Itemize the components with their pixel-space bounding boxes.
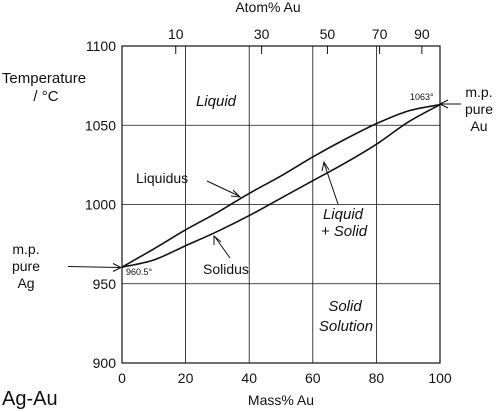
arrow-liquidus-head: [230, 189, 242, 198]
region-two-phase-label-2: + Solid: [321, 223, 368, 240]
y-tick-label: 900: [93, 355, 117, 371]
arrow-mp-au-head: [438, 99, 449, 109]
arrow-solidus: [214, 236, 231, 259]
arrow-mp-ag: [67, 266, 121, 268]
chart-title: Ag-Au: [2, 388, 58, 410]
liquidus-label: Liquidus: [136, 170, 188, 186]
region-two-phase-label-1: Liquid: [323, 206, 364, 223]
mp-ag-line1: m.p.: [12, 241, 39, 257]
mp-au-line3: Au: [470, 118, 487, 134]
mp-au-line1: m.p.: [465, 84, 492, 100]
top-tick-label: 90: [414, 26, 430, 42]
region-liquid-label: Liquid: [196, 93, 237, 110]
x-tick-label: 0: [118, 370, 126, 386]
x-tick-label: 40: [241, 370, 257, 386]
axis-ticks: 0 20 40 60 80 100 900 950 1000 1050 1100 10 30 50 70 90: [85, 26, 452, 386]
arrows: [67, 99, 461, 272]
y-tick-label: 950: [93, 276, 117, 292]
y-tick-label: 1100: [86, 38, 116, 54]
arrow-mp-ag-head: [112, 263, 123, 272]
arrow-two-phase-head: [321, 160, 330, 172]
region-solid-label-1: Solid: [328, 298, 362, 315]
top-axis-label: Atom% Au: [235, 0, 300, 15]
liquidus-curve: [121, 103, 441, 268]
top-tick-label: 10: [168, 26, 184, 42]
top-tick-label: 30: [254, 26, 270, 42]
melt-point-au-label: 1063°: [410, 92, 434, 102]
phase-curves: [121, 103, 441, 268]
x-tick-label: 100: [428, 370, 452, 386]
arrow-solidus-head: [213, 234, 222, 245]
melt-point-ag-label: 960.5°: [126, 267, 153, 277]
x-tick-label: 80: [369, 370, 385, 386]
solidus-curve: [121, 103, 441, 268]
region-solid-label-2: Solution: [319, 318, 373, 335]
solidus-label: Solidus: [203, 261, 249, 277]
y-axis-label-line2: / °C: [33, 88, 58, 105]
mp-ag-line2: pure: [12, 258, 40, 274]
x-tick-label: 20: [178, 370, 194, 386]
grid-lines: [122, 46, 440, 363]
mp-au-line2: pure: [465, 101, 493, 117]
y-tick-label: 1000: [85, 197, 116, 213]
x-tick-label: 60: [305, 370, 321, 386]
x-axis-label: Mass% Au: [248, 392, 314, 408]
top-tick-label: 70: [372, 26, 388, 42]
y-tick-label: 1050: [85, 117, 116, 133]
top-tick-label: 50: [320, 26, 336, 42]
plot-frame: [121, 45, 441, 364]
y-axis-label-line1: Temperature: [2, 70, 86, 87]
arrow-two-phase: [323, 162, 339, 205]
arrow-liquidus: [206, 180, 240, 197]
mp-ag-line3: Ag: [17, 275, 34, 291]
